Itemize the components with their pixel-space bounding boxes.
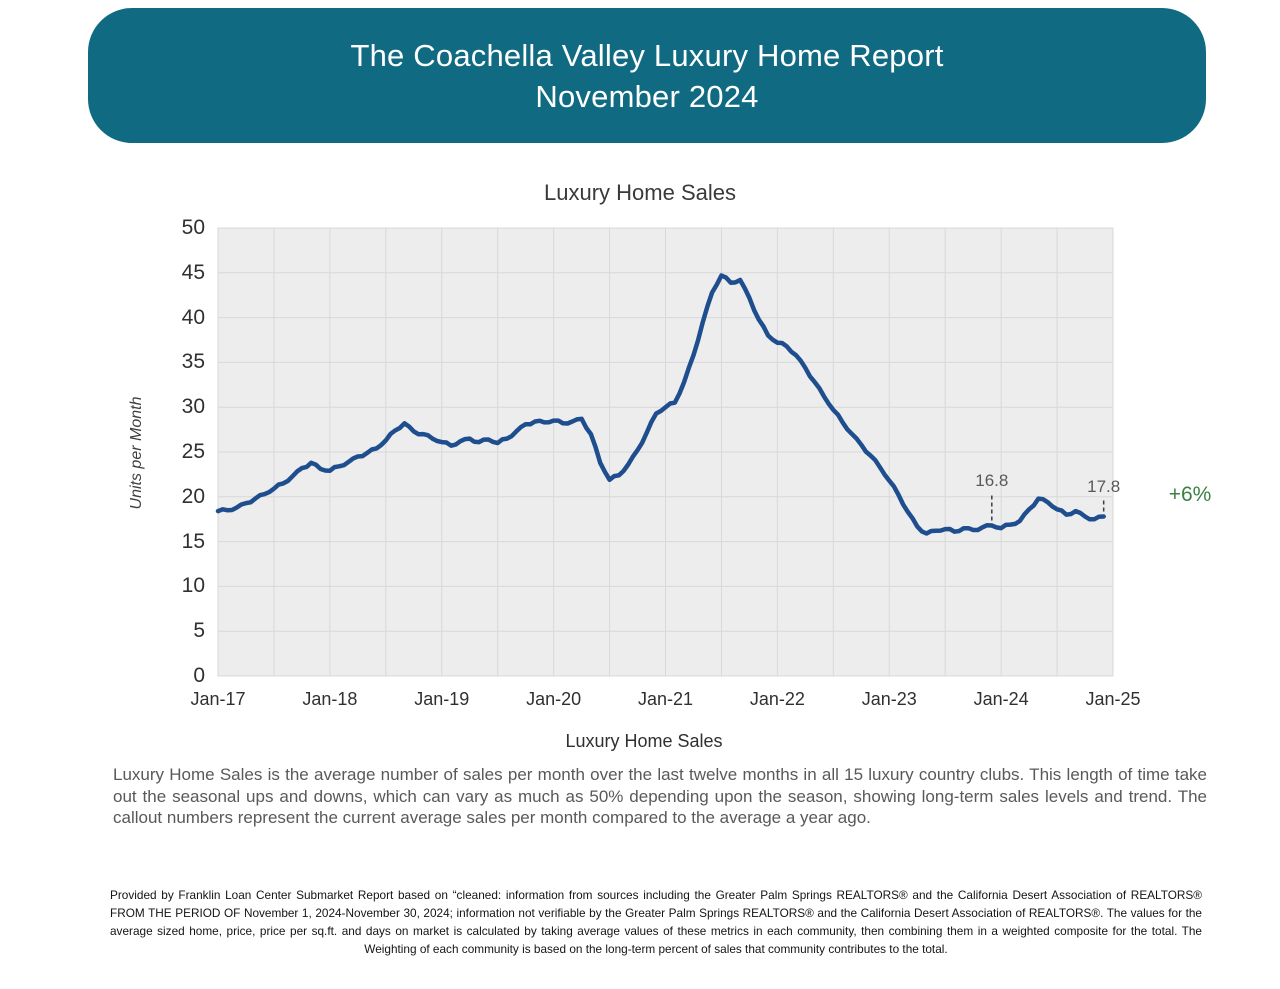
y-tick-label: 15	[181, 529, 205, 553]
percent-change-label: +6%	[1168, 483, 1212, 506]
x-tick-label: Jan-23	[861, 689, 917, 709]
y-axis-title: Units per Month	[128, 396, 145, 510]
callout-nov-23: 16.8	[975, 471, 1009, 491]
y-tick-label: 50	[181, 216, 205, 239]
x-tick-label: Jan-22	[749, 689, 805, 709]
report-title-line1: The Coachella Valley Luxury Home Report	[350, 37, 944, 73]
x-axis-title: Luxury Home Sales	[565, 731, 723, 751]
y-tick-label: 10	[181, 574, 205, 598]
y-tick-label: 5	[193, 619, 205, 643]
report-title-line2: November 2024	[535, 78, 759, 114]
y-tick-label: 25	[181, 440, 205, 463]
y-tick-label: 45	[181, 260, 205, 284]
callout-nov-24: 17.8	[1087, 476, 1121, 496]
x-tick-label: Jan-21	[637, 689, 694, 709]
x-tick-label: Jan-24	[973, 689, 1029, 709]
x-tick-label: Jan-20	[526, 689, 582, 709]
report-header: The Coachella Valley Luxury Home Report …	[88, 8, 1206, 143]
disclaimer-text: Provided by Franklin Loan Center Submark…	[110, 888, 1202, 956]
y-tick-label: 30	[181, 395, 205, 419]
chart-title: Luxury Home Sales	[544, 180, 736, 205]
description-paragraph: Luxury Home Sales is the average number …	[113, 765, 1207, 827]
y-tick-label: 35	[181, 350, 205, 374]
x-tick-label: Jan-18	[302, 689, 358, 709]
x-tick-label: Jan-17	[190, 689, 246, 709]
y-tick-label: 40	[181, 305, 205, 329]
y-tick-label: 0	[193, 664, 205, 687]
x-tick-label: Jan-19	[414, 689, 470, 709]
y-tick-label: 20	[181, 484, 205, 508]
x-tick-label: Jan-25	[1085, 689, 1141, 709]
